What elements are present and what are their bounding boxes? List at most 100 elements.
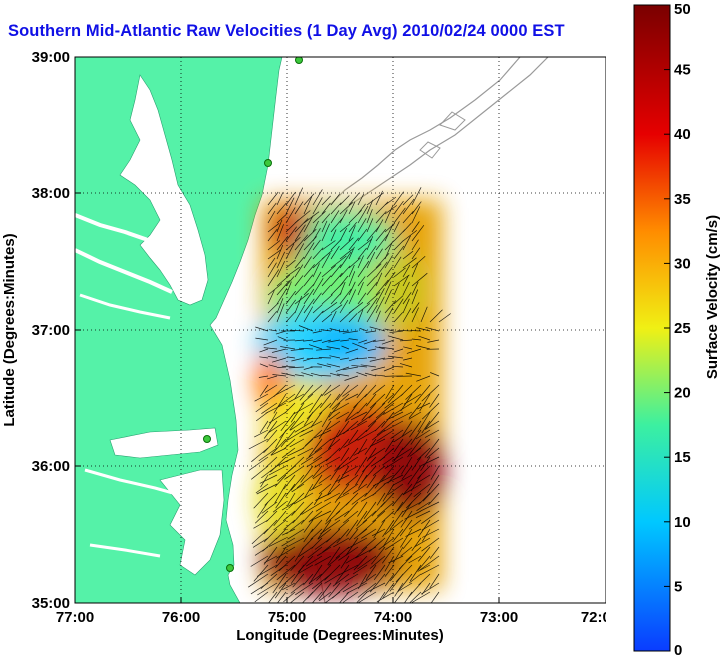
- velocity-vector: [268, 465, 287, 476]
- velocity-vector: [312, 263, 320, 278]
- velocity-vector: [297, 447, 314, 457]
- velocity-vector: [422, 483, 440, 502]
- velocity-vector: [257, 501, 269, 518]
- velocity-vector: [393, 245, 405, 260]
- velocity-vector: [276, 192, 284, 206]
- velocity-vector: [303, 211, 320, 224]
- velocity-vector: [377, 591, 386, 603]
- velocity-vector: [339, 237, 354, 251]
- velocity-vector: [372, 474, 395, 487]
- velocity-vector: [285, 226, 297, 242]
- velocity-vector: [333, 537, 350, 548]
- velocity-vector: [265, 402, 287, 414]
- velocity-vector: [373, 519, 386, 539]
- velocity-vector: [381, 510, 395, 523]
- velocity-vector: [404, 510, 422, 520]
- velocity-vector: [376, 492, 386, 506]
- river-5: [89, 543, 161, 558]
- velocity-vector: [419, 393, 431, 412]
- velocity-vector: [356, 411, 377, 426]
- velocity-vector: [309, 483, 323, 492]
- velocity-vector: [378, 346, 395, 350]
- velocity-vector: [309, 393, 323, 414]
- velocity-vector: [344, 375, 359, 381]
- velocity-vector: [338, 546, 359, 561]
- velocity-vector: [289, 519, 305, 531]
- velocity-vector: [382, 528, 395, 548]
- velocity-vector: [416, 501, 431, 511]
- velocity-vector: [285, 236, 301, 251]
- velocity-vector: [354, 429, 368, 442]
- velocity-vector: [340, 339, 350, 342]
- velocity-vector: [259, 384, 269, 397]
- velocity-vector: [287, 447, 305, 457]
- velocity-vector: [348, 313, 358, 323]
- velocity-vector: [402, 210, 414, 224]
- velocity-vector: [268, 329, 278, 332]
- velocity-vector: [285, 197, 295, 215]
- velocity-vector: [424, 438, 440, 458]
- velocity-vector: [348, 257, 361, 269]
- velocity-vector: [407, 465, 422, 485]
- velocity-vector: [276, 251, 286, 269]
- velocity-vector: [366, 245, 377, 260]
- velocity-vector: [267, 223, 280, 233]
- velocity-vector: [338, 438, 350, 452]
- velocity-vector: [272, 348, 287, 353]
- velocity-vector: [308, 344, 323, 350]
- velocity-vector: [263, 420, 278, 439]
- velocity-vector: [371, 501, 386, 517]
- velocity-vector: [357, 582, 377, 598]
- velocity-vector: [397, 492, 413, 512]
- velocity-vector: [310, 411, 323, 428]
- velocity-vector: [366, 474, 377, 489]
- velocity-vector: [402, 501, 422, 513]
- velocity-vector: [281, 537, 296, 547]
- velocity-vector: [312, 197, 323, 215]
- velocity-vector: [357, 218, 367, 233]
- velocity-vector: [367, 447, 386, 460]
- velocity-vector: [303, 264, 315, 278]
- velocity-vector: [265, 456, 278, 468]
- velocity-vector: [336, 411, 350, 420]
- velocity-vector: [381, 339, 395, 345]
- y-tick-label: 37:00: [32, 322, 70, 339]
- velocity-vector: [275, 384, 296, 396]
- velocity-vector: [339, 195, 350, 206]
- river-1: [75, 213, 149, 242]
- velocity-vector: [409, 447, 422, 457]
- velocity-vector: [358, 474, 368, 489]
- colorbar-tick-label: 45: [674, 62, 691, 79]
- velocity-vector: [342, 483, 359, 495]
- velocity-vector: [312, 239, 321, 251]
- velocity-vector: [321, 284, 331, 296]
- velocity-vector: [272, 374, 287, 377]
- velocity-vector: [341, 345, 350, 350]
- velocity-vector: [411, 338, 422, 341]
- velocity-vector: [418, 546, 431, 562]
- velocity-vector: [285, 290, 296, 305]
- velocity-vector: [254, 510, 269, 524]
- velocity-vector: [424, 420, 440, 430]
- velocity-vector: [366, 236, 374, 251]
- velocity-vector: [294, 339, 305, 342]
- velocity-vector: [344, 411, 359, 422]
- velocity-vector: [255, 402, 269, 413]
- velocity-vector: [368, 402, 386, 419]
- velocity-vector: [399, 519, 413, 537]
- velocity-vector: [268, 420, 287, 433]
- y-tick-label: 39:00: [32, 49, 70, 66]
- velocity-vector: [415, 438, 431, 452]
- colorbar-tick-label: 30: [674, 255, 691, 272]
- velocity-vector: [324, 591, 341, 603]
- velocity-vector: [276, 260, 286, 278]
- velocity-vector: [408, 573, 422, 584]
- velocity-vector: [411, 239, 419, 251]
- velocity-vector: [248, 573, 269, 588]
- velocity-vector: [272, 501, 287, 513]
- velocity-vector: [371, 528, 386, 537]
- velocity-vector: [268, 411, 287, 424]
- velocity-vector: [303, 298, 315, 314]
- velocity-vector: [393, 267, 406, 278]
- velocity-vector: [267, 240, 281, 251]
